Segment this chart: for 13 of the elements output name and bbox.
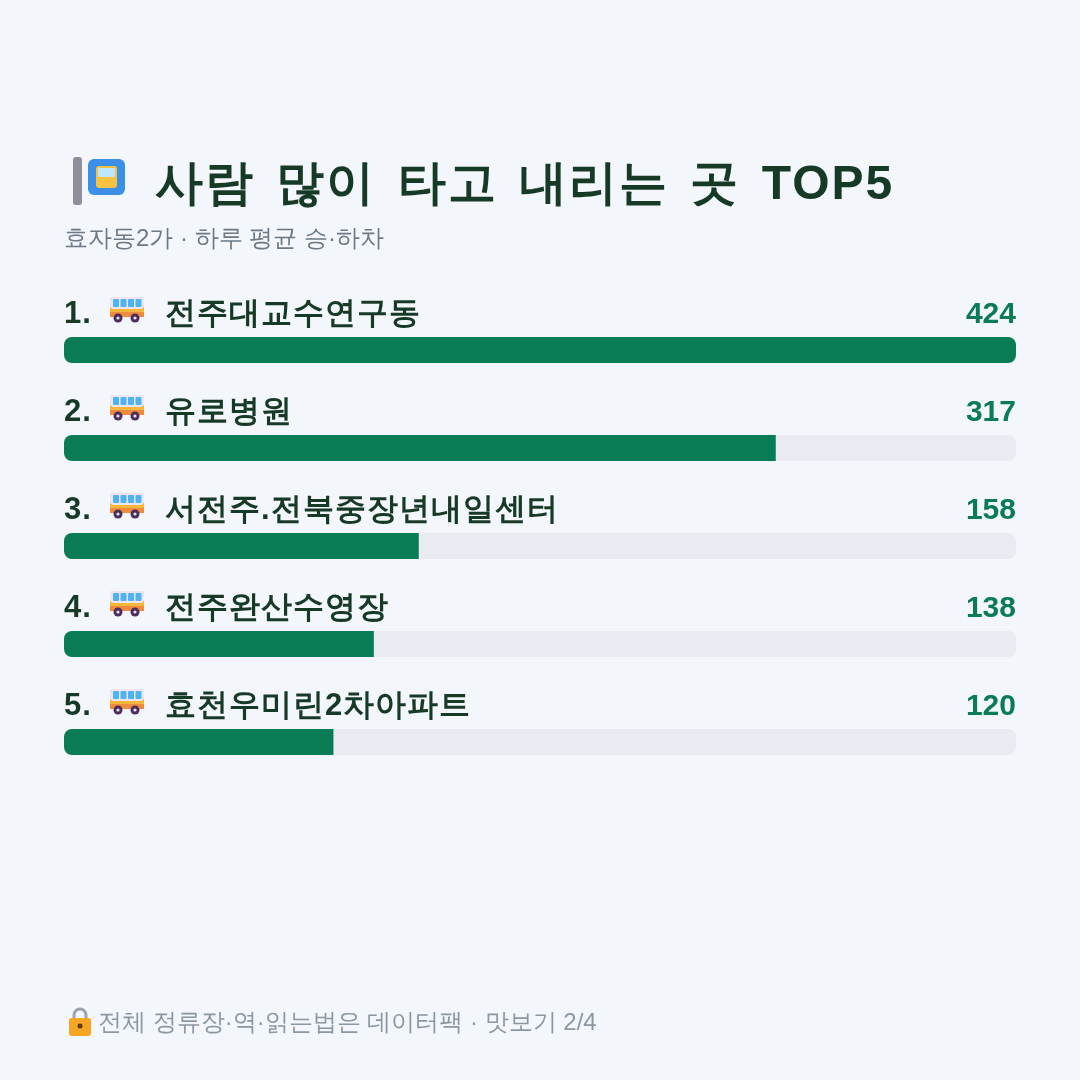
data-label: 138 — [965, 590, 1016, 623]
category-label: 3. 서전주.전북중장년내일센터 — [64, 491, 559, 526]
category-label: 5. 효천우미린2차아파트 — [64, 687, 472, 722]
category-label: 1. 전주대교수연구동 — [64, 295, 421, 330]
text: 전체 정류장·역·읽는법은 데이터팩 · 맛보기 2/4 — [98, 1008, 597, 1035]
category-label: 4. 전주완산수영장 — [64, 589, 389, 624]
data-label: 158 — [965, 492, 1016, 525]
category-label: 2. 유로병원 — [64, 393, 293, 428]
chart-title: 사람 많이 타고 내리는 곳 TOP5 — [155, 156, 895, 209]
data-label: 317 — [965, 394, 1016, 427]
chart-subtitle: 효자동2가 · 하루 평균 승·하차 — [64, 224, 385, 251]
data-label: 120 — [965, 688, 1016, 721]
data-label: 424 — [965, 296, 1017, 329]
